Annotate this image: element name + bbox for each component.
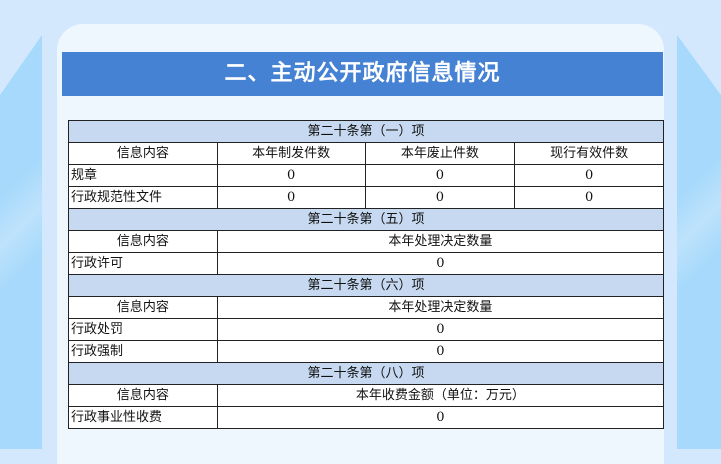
cell-value: 0 bbox=[514, 164, 664, 187]
column-header-row: 信息内容 本年处理决定数量 bbox=[68, 296, 665, 319]
column-header: 本年处理决定数量 bbox=[216, 230, 665, 253]
column-header: 本年处理决定数量 bbox=[216, 296, 665, 319]
section-title: 二、主动公开政府信息情况 bbox=[62, 52, 663, 96]
row-label: 行政许可 bbox=[68, 252, 218, 275]
column-header: 信息内容 bbox=[68, 296, 218, 319]
section-heading-row: 第二十条第（五）项 bbox=[68, 208, 664, 231]
column-header: 现行有效件数 bbox=[514, 142, 664, 165]
left-decoration bbox=[0, 35, 42, 449]
table-row: 行政处罚 0 bbox=[68, 318, 665, 341]
column-header: 本年收费金额（单位：万元） bbox=[216, 384, 665, 407]
section-heading-row: 第二十条第（一）项 bbox=[68, 120, 664, 143]
row-label: 行政事业性收费 bbox=[68, 406, 218, 429]
row-label: 行政处罚 bbox=[68, 318, 218, 341]
section-heading-row: 第二十条第（八）项 bbox=[68, 362, 664, 385]
column-header: 信息内容 bbox=[68, 230, 218, 253]
cell-value: 0 bbox=[364, 164, 516, 187]
row-label: 行政规范性文件 bbox=[68, 186, 218, 209]
column-header-row: 信息内容 本年收费金额（单位：万元） bbox=[68, 384, 665, 407]
column-header: 本年制发件数 bbox=[216, 142, 366, 165]
info-table: 第二十条第（一）项 信息内容 本年制发件数 本年废止件数 现行有效件数 规章 0 0 0 行政规范… bbox=[68, 120, 665, 429]
section-heading: 第二十条第（一）项 bbox=[68, 120, 664, 143]
section-heading: 第二十条第（八）项 bbox=[68, 362, 664, 385]
cell-value: 0 bbox=[216, 186, 366, 209]
cell-value: 0 bbox=[364, 186, 516, 209]
cell-value: 0 bbox=[216, 340, 665, 363]
cell-value: 0 bbox=[216, 406, 665, 429]
section-heading: 第二十条第（五）项 bbox=[68, 208, 664, 231]
row-label: 规章 bbox=[68, 164, 218, 187]
right-decoration bbox=[677, 35, 721, 449]
column-header: 本年废止件数 bbox=[364, 142, 516, 165]
column-header-row: 信息内容 本年制发件数 本年废止件数 现行有效件数 bbox=[68, 142, 664, 165]
table-row: 行政强制 0 bbox=[68, 340, 665, 363]
table-row: 行政许可 0 bbox=[68, 252, 665, 275]
cell-value: 0 bbox=[216, 252, 665, 275]
table-row: 规章 0 0 0 bbox=[68, 164, 664, 187]
table-row: 行政事业性收费 0 bbox=[68, 406, 665, 429]
column-header: 信息内容 bbox=[68, 142, 218, 165]
cell-value: 0 bbox=[216, 164, 366, 187]
column-header-row: 信息内容 本年处理决定数量 bbox=[68, 230, 665, 253]
row-label: 行政强制 bbox=[68, 340, 218, 363]
column-header: 信息内容 bbox=[68, 384, 218, 407]
cell-value: 0 bbox=[514, 186, 664, 209]
table-row: 行政规范性文件 0 0 0 bbox=[68, 186, 664, 209]
cell-value: 0 bbox=[216, 318, 665, 341]
section-heading: 第二十条第（六）项 bbox=[68, 274, 664, 297]
section-heading-row: 第二十条第（六）项 bbox=[68, 274, 664, 297]
